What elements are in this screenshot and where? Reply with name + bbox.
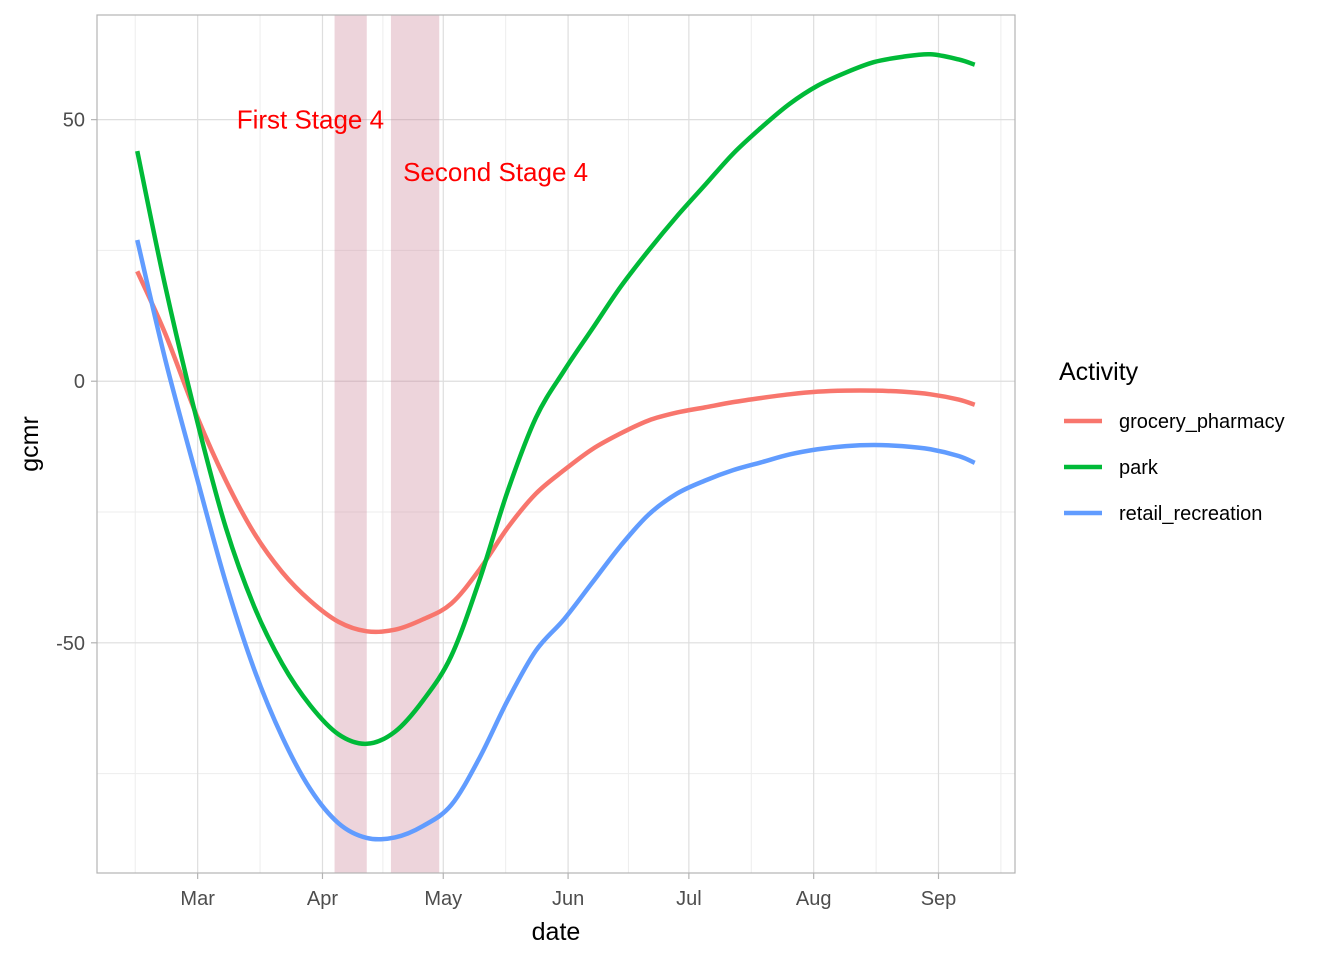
- x-tick-label: Apr: [307, 888, 338, 910]
- shaded-period-1: [334, 15, 367, 873]
- legend-label-retail_recreation: retail_recreation: [1119, 503, 1262, 525]
- x-tick-label: Jul: [676, 888, 702, 910]
- y-axis-title: gcmr: [16, 416, 44, 472]
- y-tick-label: -50: [56, 633, 85, 655]
- x-tick-label: Sep: [921, 888, 957, 910]
- legend-label-grocery_pharmacy: grocery_pharmacy: [1119, 411, 1285, 433]
- x-tick-label: May: [424, 888, 462, 910]
- major-gridlines: [97, 15, 1015, 873]
- annotations: First Stage 4 Second Stage 4: [237, 105, 588, 187]
- x-axis-title: date: [532, 918, 581, 946]
- y-tick-label: 0: [74, 371, 85, 393]
- y-tick-label: 50: [63, 110, 85, 132]
- x-tick-labels: Mar Apr May Jun Jul Aug Sep: [180, 888, 956, 910]
- legend-label-park: park: [1119, 457, 1159, 479]
- shaded-periods: [334, 15, 440, 873]
- x-tick-label: Aug: [796, 888, 832, 910]
- shaded-period-2: [390, 15, 440, 873]
- x-tick-label: Mar: [180, 888, 215, 910]
- annotation-label: First Stage 4: [237, 105, 384, 135]
- series-line-grocery_pharmacy: [135, 270, 976, 635]
- annotation-label: Second Stage 4: [403, 157, 588, 187]
- series-line-park: [135, 51, 976, 747]
- axis-ticks: [91, 119, 940, 879]
- x-tick-label: Jun: [552, 888, 584, 910]
- minor-gridlines: [97, 15, 1015, 873]
- series-line-retail_recreation: [135, 239, 976, 842]
- legend-title: Activity: [1059, 358, 1139, 386]
- y-tick-labels: -50 0 50: [56, 110, 85, 655]
- plot-border: [96, 14, 1016, 874]
- series-lines: [135, 51, 976, 842]
